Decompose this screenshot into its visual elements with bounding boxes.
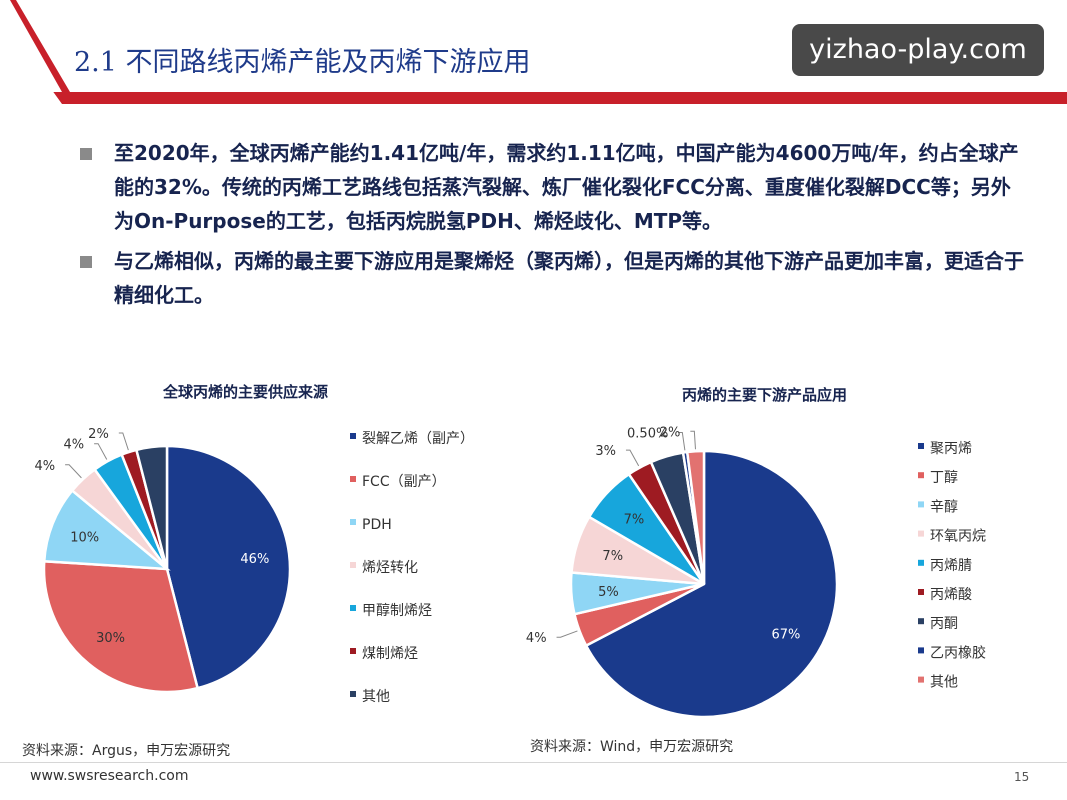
leader-line <box>94 443 108 460</box>
pie-data-label: 7% <box>602 549 623 564</box>
legend-swatch <box>350 605 356 611</box>
legend-label: 丙酮 <box>930 616 958 632</box>
chart-title-downstream: 丙烯的主要下游产品应用 <box>682 386 848 404</box>
pie-data-label: 0.50% <box>627 427 668 442</box>
legend-swatch <box>918 618 924 625</box>
square-bullet-icon <box>80 256 92 268</box>
legend-label: PDH <box>362 517 392 533</box>
pie-chart-supply: 46% 30% 10% 4% 4% 2% 裂解乙烯（副产） FCC（副产） PDH 烯烃转化甲醇制… <box>34 427 474 705</box>
legend-label: 甲醇制烯烃 <box>362 602 432 619</box>
legend-label: 煤制烯烃 <box>362 646 418 662</box>
pie-slice <box>134 444 169 570</box>
pie-data-label: 4% <box>63 438 84 453</box>
leader-line <box>678 432 686 451</box>
pie-slice <box>42 559 200 694</box>
legend-swatch <box>918 472 924 479</box>
source-note-downstream: 资料来源：Wind，申万宏源研究 <box>530 739 734 755</box>
legend-swatch <box>918 676 924 683</box>
legend-label: 丙烯酸 <box>930 587 972 603</box>
legend-label: 乙丙橡胶 <box>930 644 986 661</box>
pie-slice <box>584 449 839 719</box>
legend-label: 裂解乙烯（副产） <box>362 431 474 447</box>
legend-label: 其他 <box>362 689 390 705</box>
legend-swatch <box>350 562 356 568</box>
legend-label: FCC（副产） <box>362 474 446 490</box>
legend-label: 其他 <box>930 675 958 691</box>
header-banner <box>0 0 1067 104</box>
footer-url: www.swsresearch.com <box>30 768 189 784</box>
page-number: 15 <box>1014 770 1030 784</box>
legend-label: 辛醇 <box>930 498 958 515</box>
legend-label: 丙烯腈 <box>930 558 972 574</box>
pie-data-label: 67% <box>771 628 800 643</box>
bullet-list: 至2020年，全球丙烯产能约1.41亿吨/年，需求约1.11亿吨，中国产能为46… <box>80 136 1030 318</box>
legend-label: 烯烃转化 <box>362 560 418 576</box>
pie-data-label: 2% <box>660 425 681 440</box>
bullet-text: 与乙烯相似，丙烯的最主要下游应用是聚烯烃（聚丙烯），但是丙烯的其他下游产品更加丰… <box>114 249 1024 307</box>
chart-title-supply: 全球丙烯的主要供应来源 <box>163 383 329 401</box>
pie-data-label: 10% <box>70 530 99 545</box>
leader-line <box>556 630 578 638</box>
legend-swatch <box>918 443 924 449</box>
slide-title: 2.1 不同路线丙烯产能及丙烯下游应用 <box>74 47 531 78</box>
pie-data-label: 5% <box>598 585 619 600</box>
bullet-item: 至2020年，全球丙烯产能约1.41亿吨/年，需求约1.11亿吨，中国产能为46… <box>80 136 1030 238</box>
square-bullet-icon <box>80 148 92 160</box>
footer-divider <box>0 762 1067 763</box>
pie-data-label: 4% <box>34 459 55 474</box>
legend-swatch <box>918 647 924 654</box>
pie-data-label: 7% <box>624 513 645 528</box>
leader-line <box>65 464 82 479</box>
pie-data-label: 3% <box>595 444 616 459</box>
legend-swatch <box>918 559 924 566</box>
pie-slice <box>165 444 292 690</box>
pie-slice <box>42 488 171 571</box>
legend-swatch <box>350 476 356 482</box>
legend-swatch <box>350 519 356 525</box>
leader-line <box>118 432 129 451</box>
bullet-text: 至2020年，全球丙烯产能约1.41亿吨/年，需求约1.11亿吨，中国产能为46… <box>114 141 1019 233</box>
pie-slice <box>685 449 706 585</box>
legend-swatch <box>350 433 356 439</box>
legend-swatch <box>918 501 924 508</box>
pie-chart-downstream: 67% 4% 5% 7% 7% 3% 0.50%2% 聚丙烯丁醇辛醇环氧丙烷丙烯腈丙烯酸丙酮乙… <box>526 425 986 719</box>
pie-data-label: 30% <box>96 631 125 646</box>
leader-line <box>625 449 640 467</box>
leader-line <box>690 430 696 450</box>
pie-data-label: 2% <box>88 427 109 442</box>
pie-data-label: 4% <box>526 631 547 646</box>
legend-label: 丁醇 <box>930 469 958 486</box>
legend-swatch <box>350 648 356 654</box>
legend-swatch <box>918 589 924 595</box>
watermark-badge: yizhao-play.com <box>792 24 1044 76</box>
pie-data-label: 46% <box>240 552 269 567</box>
legend-swatch <box>350 691 356 697</box>
bullet-item: 与乙烯相似，丙烯的最主要下游应用是聚烯烃（聚丙烯），但是丙烯的其他下游产品更加丰… <box>80 244 1030 312</box>
legend-label: 环氧丙烷 <box>930 529 986 545</box>
legend-label: 聚丙烯 <box>930 441 972 457</box>
legend-swatch <box>918 530 924 537</box>
source-note-supply: 资料来源：Argus，申万宏源研究 <box>22 743 231 759</box>
